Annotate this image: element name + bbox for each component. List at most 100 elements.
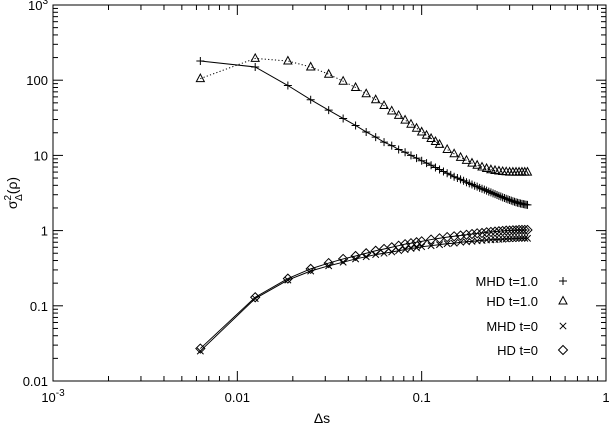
data-point — [371, 133, 380, 142]
data-point — [456, 238, 465, 246]
data-point — [401, 245, 409, 254]
data-point — [496, 192, 505, 201]
data-point — [494, 191, 503, 200]
data-point — [507, 196, 516, 205]
data-point — [427, 242, 435, 250]
data-point — [399, 238, 411, 250]
data-point — [386, 105, 397, 115]
data-point — [439, 167, 448, 176]
data-point — [523, 200, 532, 209]
legend-label: HD t=0 — [497, 343, 538, 358]
y-tick-label: 0.1 — [30, 299, 48, 314]
series-line — [200, 57, 528, 173]
data-point — [477, 161, 487, 171]
data-point — [283, 81, 292, 90]
data-point — [461, 154, 472, 164]
data-point — [411, 122, 422, 132]
legend-label: MHD t=0 — [486, 319, 538, 334]
data-point — [283, 55, 293, 65]
data-point — [442, 143, 452, 153]
data-point — [196, 347, 204, 355]
data-point — [401, 148, 410, 157]
data-point — [379, 99, 389, 110]
y-axis-label-text: σ2Δ(ρ) — [3, 177, 25, 209]
data-point — [503, 195, 512, 204]
data-point — [416, 236, 427, 247]
data-point — [394, 145, 403, 154]
x-tick-label: 1 — [602, 390, 609, 405]
legend-label: MHD t=1.0 — [476, 274, 539, 289]
data-point — [518, 234, 526, 242]
data-point — [405, 237, 417, 249]
data-point — [350, 250, 361, 262]
y-axis-label: σ2Δ(ρ) — [3, 177, 25, 209]
data-point — [421, 129, 432, 139]
data-point — [430, 135, 441, 146]
series-plus — [196, 57, 532, 209]
data-point — [361, 88, 372, 98]
data-point — [481, 227, 492, 238]
data-point — [521, 234, 529, 242]
data-point — [250, 52, 261, 62]
x-tick-label: 10-3 — [41, 388, 65, 405]
data-point — [509, 235, 517, 243]
data-point — [387, 141, 396, 150]
data-point — [339, 114, 348, 123]
legend: MHD t=1.0 HD t=1.0 MHD t=0 HD t=0 — [476, 274, 569, 358]
data-point — [351, 121, 360, 130]
legend-marker-cross — [559, 322, 567, 330]
plot-frame — [52, 4, 607, 382]
data-point — [455, 230, 466, 241]
data-point — [307, 267, 315, 275]
data-point — [305, 61, 316, 71]
data-point — [411, 237, 422, 248]
data-point — [196, 57, 205, 66]
data-point — [338, 75, 348, 85]
data-point — [461, 229, 472, 240]
data-point — [400, 114, 410, 124]
data-point — [450, 239, 458, 247]
legend-marker-plus — [559, 277, 567, 285]
data-point — [370, 245, 381, 256]
data-point — [466, 228, 478, 240]
data-point — [305, 263, 316, 275]
data-point — [523, 234, 532, 242]
data-point — [462, 238, 471, 246]
data-point — [450, 172, 459, 181]
data-point — [426, 132, 436, 142]
data-point — [380, 138, 389, 147]
series-triangle — [195, 52, 533, 176]
data-point — [443, 240, 451, 248]
data-point — [515, 234, 523, 242]
series-cross — [196, 234, 532, 355]
data-point — [370, 94, 381, 104]
data-point — [431, 163, 440, 172]
data-point — [249, 292, 261, 303]
data-point — [427, 161, 436, 170]
x-axis-label: Δs — [314, 410, 330, 426]
y-tick-label: 100 — [26, 73, 48, 88]
y-tick-label: 0.01 — [23, 374, 48, 389]
data-point — [362, 253, 370, 261]
y-tick-label: 1 — [41, 224, 48, 239]
x-tick-label: 0.01 — [225, 390, 250, 405]
series-line — [200, 229, 528, 349]
data-point — [306, 95, 315, 104]
data-point — [506, 235, 514, 243]
data-point — [422, 159, 431, 168]
data-point — [493, 190, 502, 199]
data-point — [449, 148, 459, 158]
data-point — [195, 343, 206, 354]
data-point — [350, 81, 361, 91]
data-point — [360, 248, 372, 259]
data-point — [393, 109, 404, 119]
data-point — [486, 188, 495, 197]
data-point — [416, 126, 427, 136]
data-point — [323, 68, 334, 78]
data-point — [434, 138, 445, 148]
data-point — [505, 196, 514, 205]
data-point — [195, 73, 206, 83]
data-point — [282, 273, 294, 284]
data-point — [337, 253, 349, 265]
